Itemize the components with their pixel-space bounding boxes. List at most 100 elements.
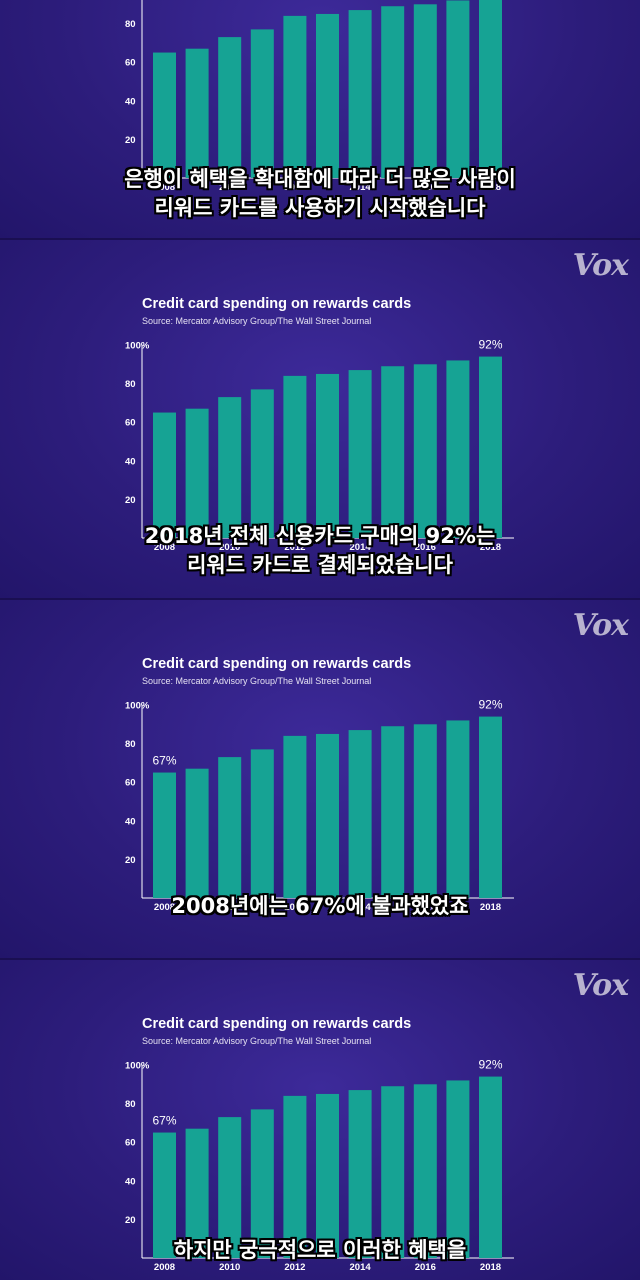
- bar-2014: [348, 1090, 372, 1258]
- bar-2013: [316, 1093, 339, 1258]
- bar-2013: [316, 373, 339, 538]
- x-tick-label: 2008: [154, 542, 175, 553]
- bar-2012: [283, 1095, 307, 1258]
- subtitle-caption: 하지만 궁극적으로 이러한 혜택을: [173, 1238, 467, 1262]
- chart-source: Source: Mercator Advisory Group/The Wall…: [142, 316, 372, 326]
- bar-2017: [446, 360, 470, 538]
- bar-2015: [381, 726, 405, 898]
- bar-2008: [153, 412, 176, 538]
- x-tick-label: 2018: [480, 902, 501, 913]
- video-frame-panel: Vox Credit card spending on rewards cards…: [0, 960, 640, 1280]
- bar-2015: [381, 6, 405, 178]
- bar-2011: [250, 749, 274, 898]
- x-tick-label: 2014: [350, 182, 372, 193]
- x-tick-label: 2016: [415, 902, 436, 913]
- x-tick-label: 2010: [219, 1262, 240, 1273]
- y-tick-label: 40: [125, 96, 136, 107]
- frame-divider: [0, 958, 640, 960]
- vox-logo: Vox: [572, 248, 629, 283]
- video-frame-panel: 100%80604020200820102012201420162018은행이 …: [0, 0, 640, 240]
- y-tick-label: 80: [125, 1099, 136, 1110]
- y-tick-label: 100%: [125, 341, 150, 352]
- bar-chart: 100% 80 60 40 20 2008 2010 2012 2014 2016 2018 67% 9…: [125, 698, 514, 913]
- bar-2010: [218, 1117, 242, 1258]
- bar-2016: [413, 724, 437, 898]
- chart-source: Source: Mercator Advisory Group/The Wall…: [142, 1036, 372, 1046]
- y-tick-label: 20: [125, 495, 136, 506]
- x-tick-label: 2012: [284, 902, 305, 913]
- bar-2018: [479, 356, 502, 538]
- x-tick-label: 2010: [219, 902, 240, 913]
- bar-2008: [153, 1132, 176, 1258]
- x-tick-label: 2016: [415, 542, 436, 553]
- x-tick-label: 2018: [480, 182, 501, 193]
- chart-title: Credit card spending on rewards cards: [142, 1016, 412, 1032]
- bar-2014: [348, 370, 372, 538]
- y-tick-label: 60: [125, 418, 136, 429]
- subtitle-caption: 은행이 혜택을 확대함에 따라 더 많은 사람이 리워드 카드를 사용하기 시작…: [124, 167, 516, 220]
- bar-2018: [479, 1076, 502, 1258]
- bar-2015: [381, 1086, 405, 1258]
- bar-2016: [413, 1084, 437, 1258]
- bar-2018: [479, 716, 502, 898]
- y-tick-label: 60: [125, 58, 136, 69]
- data-label-2008: 67%: [152, 754, 176, 768]
- x-tick-label: 2008: [154, 902, 175, 913]
- y-tick-label: 20: [125, 855, 136, 866]
- bar-2009: [185, 408, 209, 538]
- y-tick-label: 80: [125, 379, 136, 390]
- frame-divider: [0, 238, 640, 240]
- y-tick-label: 60: [125, 1138, 136, 1149]
- x-tick-label: 2016: [415, 182, 436, 193]
- x-tick-label: 2018: [480, 542, 501, 553]
- bar-chart: 100% 80 60 40 20 2008 2010 2012 2014 2016 2018 92%: [125, 338, 514, 553]
- bar-2016: [413, 4, 437, 178]
- frame-divider: [0, 598, 640, 600]
- chart-title: Credit card spending on rewards cards: [142, 296, 412, 312]
- bar-2017: [446, 0, 470, 178]
- bar-2012: [283, 735, 307, 898]
- x-tick-label: 2010: [219, 542, 240, 553]
- bar-2011: [250, 389, 274, 538]
- bar-2014: [348, 10, 372, 178]
- y-tick-label: 40: [125, 456, 136, 467]
- bar-2017: [446, 1080, 470, 1258]
- bar-2018: [479, 0, 502, 178]
- data-label-2018: 92%: [478, 698, 502, 712]
- video-frame-panel: Vox Credit card spending on rewards cards…: [0, 600, 640, 960]
- x-tick-label: 2014: [350, 902, 372, 913]
- chart-source: Source: Mercator Advisory Group/The Wall…: [142, 676, 372, 686]
- bar-2009: [185, 768, 209, 898]
- data-label-2018: 92%: [478, 338, 502, 352]
- y-tick-label: 40: [125, 1176, 136, 1187]
- bar-2010: [218, 757, 242, 898]
- y-tick-label: 60: [125, 778, 136, 789]
- bar-2014: [348, 730, 372, 898]
- x-tick-label: 2014: [350, 1262, 372, 1273]
- bar-2015: [381, 366, 405, 538]
- x-tick-label: 2008: [154, 182, 175, 193]
- bar-2013: [316, 733, 339, 898]
- y-tick-label: 80: [125, 19, 136, 30]
- bar-2008: [153, 52, 176, 178]
- x-tick-label: 2010: [219, 182, 240, 193]
- x-tick-label: 2008: [154, 1262, 175, 1273]
- y-tick-label: 20: [125, 135, 136, 146]
- y-tick-label: 20: [125, 1215, 136, 1226]
- bar-2011: [250, 29, 274, 178]
- y-tick-label: 100%: [125, 701, 150, 712]
- data-label-2008: 67%: [152, 1114, 176, 1128]
- bar-2012: [283, 375, 307, 538]
- y-tick-label: 40: [125, 816, 136, 827]
- vox-logo: Vox: [572, 608, 629, 643]
- x-tick-label: 2012: [284, 1262, 305, 1273]
- x-tick-label: 2016: [415, 1262, 436, 1273]
- bar-2010: [218, 397, 242, 538]
- x-tick-label: 2012: [284, 182, 305, 193]
- x-tick-label: 2012: [284, 542, 305, 553]
- x-tick-label: 2018: [480, 1262, 501, 1273]
- subtitle-caption: 2008년에는 67%에 불과했었죠: [171, 894, 469, 918]
- bar-2013: [316, 13, 339, 178]
- bar-2010: [218, 37, 242, 178]
